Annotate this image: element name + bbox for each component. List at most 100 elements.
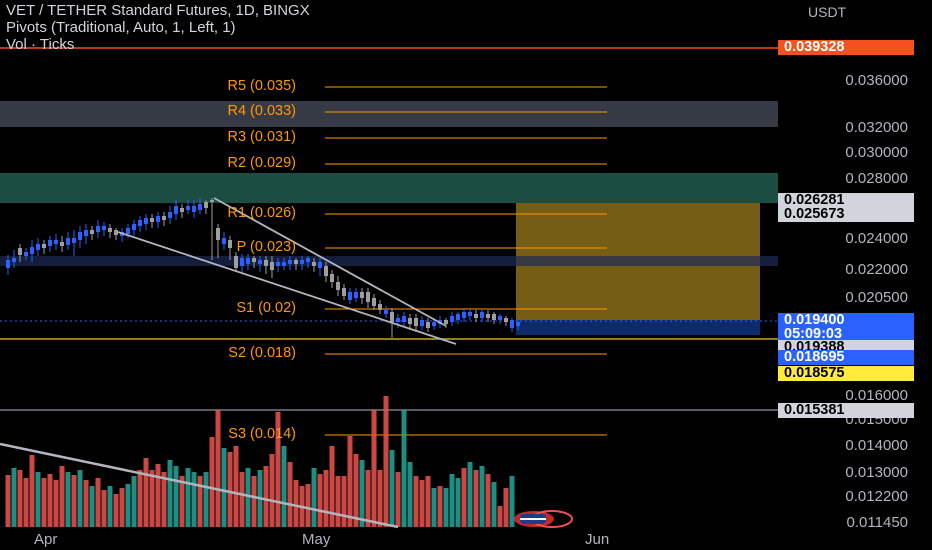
candle-body[interactable] [144, 218, 148, 224]
candle-body[interactable] [66, 238, 70, 245]
candle-body[interactable] [192, 206, 196, 212]
candle-body[interactable] [54, 240, 58, 244]
candle-body[interactable] [468, 312, 472, 316]
candle-body[interactable] [432, 322, 436, 326]
candle-body[interactable] [402, 316, 406, 322]
candle-body[interactable] [306, 258, 310, 262]
candle-body[interactable] [18, 248, 22, 255]
candle-body[interactable] [126, 228, 130, 234]
price-tag[interactable]: 0.015381 [778, 403, 914, 418]
candle-body[interactable] [318, 262, 322, 268]
candle-body[interactable] [90, 230, 94, 234]
candle-body[interactable] [456, 314, 460, 320]
candle-body[interactable] [138, 220, 142, 226]
price-tag[interactable]: 0.019400 [778, 313, 914, 328]
candle-body[interactable] [240, 258, 244, 266]
pivots-indicator-label[interactable]: Pivots (Traditional, Auto, 1, Left, 1) [6, 19, 236, 36]
candle-body[interactable] [186, 206, 190, 210]
candle-body[interactable] [354, 292, 358, 298]
candle-body[interactable] [378, 304, 382, 310]
candle-body[interactable] [270, 262, 274, 270]
candle-body[interactable] [168, 212, 172, 218]
candle-body[interactable] [510, 320, 514, 328]
candle-body[interactable] [360, 292, 364, 298]
candle-body[interactable] [132, 224, 136, 230]
candle-body[interactable] [420, 320, 424, 326]
candle-body[interactable] [252, 258, 256, 262]
candle-body[interactable] [288, 260, 292, 264]
candle-body[interactable] [372, 298, 376, 306]
candle-body[interactable] [276, 262, 280, 266]
candle-body[interactable] [36, 244, 40, 250]
candle-body[interactable] [462, 312, 466, 318]
candle-body[interactable] [396, 318, 400, 322]
us-flag-event-icon[interactable] [512, 510, 576, 528]
price-tag[interactable]: 0.025673 [778, 207, 914, 222]
candle-body[interactable] [492, 314, 496, 320]
candle-body[interactable] [246, 258, 250, 264]
candle-body[interactable] [366, 292, 370, 302]
candle-body[interactable] [6, 260, 10, 268]
price-tag[interactable]: 0.018575 [778, 366, 914, 381]
candle-body[interactable] [408, 318, 412, 324]
candle-body[interactable] [474, 314, 478, 318]
candle-body[interactable] [336, 282, 340, 290]
candle-body[interactable] [294, 260, 298, 264]
candle-body[interactable] [60, 242, 64, 246]
candle-body[interactable] [384, 310, 388, 314]
candle-body[interactable] [48, 240, 52, 246]
candle-body[interactable] [390, 312, 394, 322]
candle-body[interactable] [108, 228, 112, 232]
candle-body[interactable] [84, 230, 88, 236]
candle-body[interactable] [216, 228, 220, 240]
candle-body[interactable] [486, 314, 490, 318]
price-tag[interactable]: 0.039328 [778, 40, 914, 55]
candle-body[interactable] [300, 260, 304, 264]
candle-body[interactable] [78, 232, 82, 240]
candle-body[interactable] [330, 274, 334, 282]
candle-body[interactable] [444, 320, 448, 324]
candle-body[interactable] [414, 318, 418, 326]
price-tag[interactable]: 05:09:03 [778, 327, 914, 342]
candle-body[interactable] [498, 316, 502, 320]
candle-body[interactable] [12, 258, 16, 262]
candle-body[interactable] [504, 318, 508, 322]
candle-body[interactable] [210, 200, 214, 202]
candle-body[interactable] [348, 292, 352, 300]
candle-body[interactable] [24, 252, 28, 256]
candle-body[interactable] [198, 204, 202, 210]
candle-body[interactable] [180, 208, 184, 212]
candle-body[interactable] [204, 202, 208, 208]
price-tag[interactable]: 0.026281 [778, 193, 914, 208]
candle-body[interactable] [42, 244, 46, 248]
candle-body[interactable] [516, 322, 520, 326]
candle-body[interactable] [102, 226, 106, 230]
symbol-title[interactable]: VET / TETHER Standard Futures, 1D, BINGX [6, 2, 310, 19]
candle-body[interactable] [258, 260, 262, 264]
volume-indicator-label[interactable]: Vol · Ticks [6, 36, 75, 53]
currency-label[interactable]: USDT [808, 4, 847, 20]
candle-body[interactable] [234, 256, 238, 268]
candle-body[interactable] [150, 218, 154, 222]
candle-body[interactable] [72, 238, 76, 243]
candle-body[interactable] [480, 312, 484, 318]
candle-body[interactable] [174, 206, 178, 214]
price-tag[interactable]: 0.018695 [778, 350, 914, 365]
candle-body[interactable] [324, 266, 328, 276]
candle-body[interactable] [282, 262, 286, 266]
candle-body[interactable] [342, 288, 346, 296]
candle-body[interactable] [426, 322, 430, 328]
candle-body[interactable] [162, 216, 166, 220]
candle-body[interactable] [312, 262, 316, 266]
candle-body[interactable] [222, 238, 226, 244]
candle-body[interactable] [156, 216, 160, 222]
trendline-volume[interactable] [0, 442, 399, 529]
candle-body[interactable] [114, 230, 118, 235]
candle-body[interactable] [30, 247, 34, 254]
trendline-lower[interactable] [117, 231, 457, 345]
trendline-upper[interactable] [213, 197, 447, 327]
candle-body[interactable] [96, 226, 100, 232]
candle-body[interactable] [264, 260, 268, 266]
candle-body[interactable] [450, 316, 454, 322]
